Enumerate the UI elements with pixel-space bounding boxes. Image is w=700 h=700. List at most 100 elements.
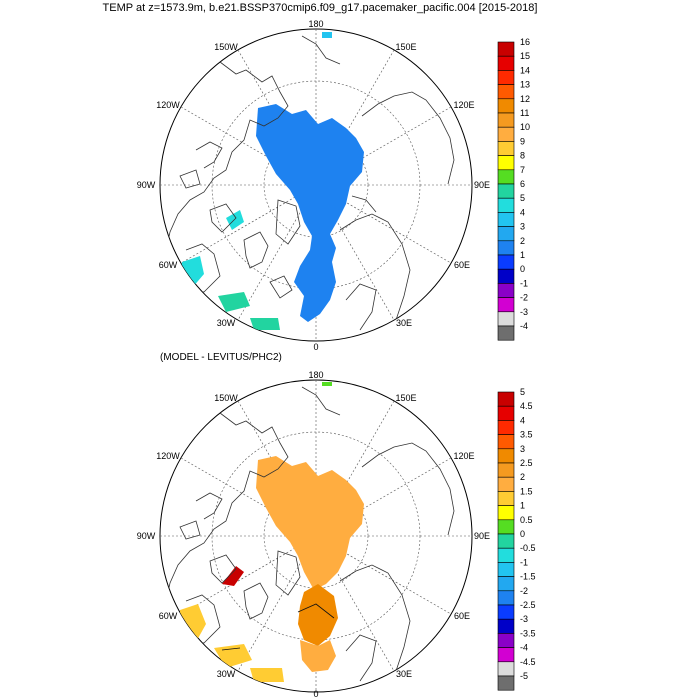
top-colorbar-tick-label: 4 [520,207,525,217]
bottom-label-150e: 150E [395,393,416,403]
bottom-colorbar-tick-label: -4 [520,643,528,653]
bottom-colorbar-swatch [497,491,515,506]
bottom-colorbar-tick-label: -1.5 [520,572,536,582]
bottom-colorbar-swatch [497,604,515,620]
bottom-colorbar-swatch [497,476,515,492]
top-label-0: 0 [313,342,318,352]
bottom-colorbar-tick-label: 0.5 [520,515,533,525]
top-label-180: 180 [308,19,323,29]
bottom-colorbar-swatch [497,661,515,677]
top-label-30w: 30W [217,318,236,328]
top-label-60e: 60E [454,260,470,270]
top-colorbar-tick-label: 0 [520,264,525,274]
bottom-colorbar-tick-label: 4 [520,415,525,425]
top-colorbar-swatch [497,70,515,85]
top-colorbar-swatch [497,297,515,313]
bottom-colorbar-swatch [497,633,515,648]
bottom-colorbar-swatch [497,647,515,663]
top-longitude-labels: 180 150W 150E 120W 120E 90W 90E 60W 60E … [137,19,490,352]
bottom-colorbar-swatch [497,519,515,535]
bottom-colorbar-swatch [497,675,515,691]
top-colorbar-tick-label: 12 [520,94,530,104]
bottom-colorbar-tick-label: -2.5 [520,600,536,610]
top-colorbar-swatch [497,126,515,142]
bottom-colorbar-swatch [497,547,515,563]
top-label-90w: 90W [137,180,156,190]
top-colorbar-swatch [497,254,515,270]
bottom-colorbar-tick-label: 4.5 [520,401,533,411]
top-label-120w: 120W [156,100,180,110]
top-label-120e: 120E [453,100,474,110]
top-colorbar-tick-label: -4 [520,321,528,331]
bottom-label-30w: 30W [217,669,236,679]
top-north-atlantic-patch-2 [250,318,280,330]
top-colorbar-tick-label: -3 [520,307,528,317]
top-colorbar-swatch [497,55,515,71]
bottom-north-atlantic-patch-2 [250,668,284,682]
top-colorbar-swatch [497,41,515,57]
bottom-colorbar-tick-label: -4.5 [520,657,536,667]
top-colorbar-swatch [497,283,515,298]
bottom-label-150w: 150W [214,393,238,403]
bottom-colorbar-swatch [497,405,515,421]
top-colorbar-tick-label: 6 [520,179,525,189]
bottom-colorbar-swatch [497,533,515,549]
bottom-colorbar-tick-label: -5 [520,671,528,681]
bottom-colorbar-tick-label: 0 [520,529,525,539]
bottom-label-90w: 90W [137,531,156,541]
bottom-label-60w: 60W [159,611,178,621]
top-colorbar-tick-label: 3 [520,222,525,232]
bottom-colorbar-swatch [497,462,515,478]
top-label-150e: 150E [395,42,416,52]
top-colorbar-swatch [497,141,515,156]
bottom-colorbar-tick-label: 2 [520,472,525,482]
bottom-label-60e: 60E [454,611,470,621]
top-colorbar-tick-label: -1 [520,278,528,288]
bottom-colorbar-swatch [497,562,515,577]
bottom-colorbar-tick-label: -3 [520,614,528,624]
bottom-colorbar-swatch [497,576,515,592]
bottom-colorbar-tick-label: 3 [520,444,525,454]
top-colorbar-swatch [497,183,515,199]
top-colorbar-swatch [497,169,515,185]
bottom-colorbar-tick-label: -3.5 [520,628,536,638]
top-label-30e: 30E [396,318,412,328]
bottom-colorbar-tick-label: 1 [520,501,525,511]
bottom-label-30e: 30E [396,669,412,679]
bottom-colorbar-swatch [497,590,515,606]
bottom-north-pacific-patch [322,382,332,386]
top-colorbar-tick-label: 8 [520,151,525,161]
top-arctic-basin-field [256,104,364,322]
figure-title: TEMP at z=1573.9m, b.e21.BSSP370cmip6.f0… [102,2,538,14]
top-colorbar-swatch [497,311,515,327]
bottom-colorbar-tick-label: 3.5 [520,430,533,440]
bottom-colorbar-tick-label: -0.5 [520,543,536,553]
bottom-colorbar-tick-label: 1.5 [520,486,533,496]
bottom-label-120w: 120W [156,451,180,461]
bottom-labrador-warm-patch [222,566,244,586]
bottom-label-180: 180 [308,370,323,380]
top-north-pacific-patch [322,32,332,38]
bottom-colorbar: 5 4.5 4 3.5 3 2.5 2 1.5 1 0.5 0 -0.5 -1 -1.5 -2 -2.5 -3 -… [497,387,536,691]
top-colorbar-swatch [497,325,515,341]
bottom-colorbar-tick-label: 5 [520,387,525,397]
top-colorbar-tick-label: 16 [520,37,530,47]
top-colorbar-tick-label: 11 [520,108,529,118]
top-colorbar-swatch [497,98,515,114]
bottom-barents-field [300,640,336,672]
top-colorbar-tick-label: 7 [520,165,525,175]
bottom-colorbar-tick-label: -1 [520,557,528,567]
bottom-eurasian-basin-field [298,584,338,646]
top-colorbar-swatch [497,112,515,128]
top-colorbar-swatch [497,268,515,284]
bottom-colorbar-swatch [497,448,515,464]
top-colorbar-tick-label: 10 [520,122,530,132]
top-label-150w: 150W [214,42,238,52]
bottom-label-0: 0 [313,689,318,699]
bottom-colorbar-swatch [497,505,515,521]
top-colorbar-tick-label: 5 [520,193,525,203]
bottom-colorbar-swatch [497,434,515,450]
top-polar-map: 180 150W 150E 120W 120E 90W 90E 60W 60E … [137,19,490,352]
